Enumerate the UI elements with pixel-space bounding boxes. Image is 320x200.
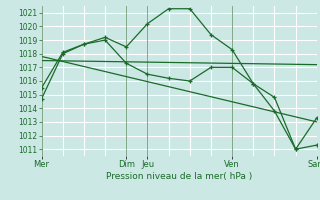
X-axis label: Pression niveau de la mer( hPa ): Pression niveau de la mer( hPa ) (106, 172, 252, 181)
